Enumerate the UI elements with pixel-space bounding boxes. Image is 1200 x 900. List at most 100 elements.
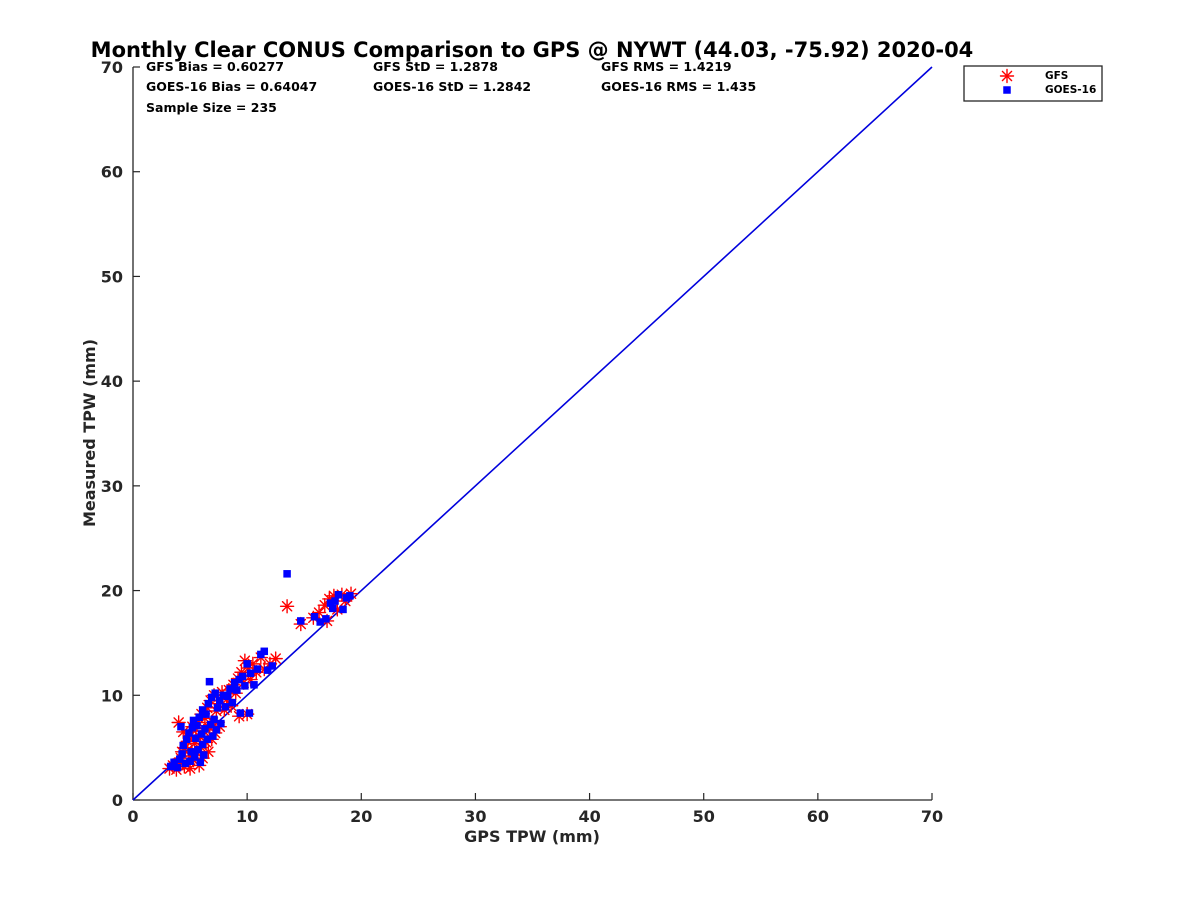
goes-std-text: GOES-16 StD = 1.2842 xyxy=(373,79,531,94)
goes16-point-55 xyxy=(263,666,272,674)
reference-line xyxy=(132,66,933,801)
goes16-point-60 xyxy=(310,613,319,621)
x-tick-label-0: 0 xyxy=(127,807,138,826)
goes16-point-48 xyxy=(243,660,251,668)
goes16-point-40 xyxy=(226,685,234,693)
legend-gfs-symbol xyxy=(999,68,1015,84)
y-tick-label-0: 0 xyxy=(112,791,123,810)
y-tick-label-7: 70 xyxy=(101,58,123,77)
goes16-point-41 xyxy=(228,698,237,707)
stats-annotations: GFS Bias = 0.60277 GFS StD = 1.2878 GFS … xyxy=(146,59,756,115)
goes16-point-13 xyxy=(190,753,199,761)
x-tick-label-3: 30 xyxy=(464,807,486,826)
goes16-point-59 xyxy=(297,617,305,625)
goes16-point-61 xyxy=(316,618,324,626)
goes16-point-5 xyxy=(179,741,187,750)
goes16-point-24 xyxy=(202,710,210,718)
goes16-point-62 xyxy=(322,615,330,623)
y-tick-label-5: 50 xyxy=(101,267,123,286)
goes16-point-52 xyxy=(253,665,262,673)
goes16-point-30 xyxy=(209,732,217,740)
goes16-point-57 xyxy=(177,722,185,731)
goes16-point-46 xyxy=(238,672,247,681)
gfs-bias-text: GFS Bias = 0.60277 xyxy=(146,59,284,74)
goes16-point-16 xyxy=(194,745,202,754)
goes16-point-19 xyxy=(197,730,206,738)
goes16-point-14 xyxy=(192,734,200,742)
chart-title: Monthly Clear CONUS Comparison to GPS @ … xyxy=(91,38,974,62)
goes-rms-text: GOES-16 RMS = 1.435 xyxy=(601,79,756,94)
tick-marks: 0 10 20 30 40 50 60 70 0 10 20 30 40 50 60 70 xyxy=(101,58,943,826)
goes16-point-50 xyxy=(246,669,255,678)
goes16-point-18 xyxy=(196,758,205,767)
goes16-point-21 xyxy=(198,706,207,714)
goes16-point-49 xyxy=(245,709,254,717)
goes16-point-28 xyxy=(206,720,215,729)
y-tick-label-1: 10 xyxy=(101,686,123,705)
legend-box xyxy=(963,65,1103,102)
goes16-point-1 xyxy=(170,758,178,767)
goes16-point-69 xyxy=(329,604,337,613)
goes16-point-26 xyxy=(204,699,213,708)
gfs-point-60 xyxy=(279,599,295,614)
goes16-point-64 xyxy=(331,597,339,605)
x-tick-label-1: 10 xyxy=(236,807,258,826)
sample-size-text: Sample Size = 235 xyxy=(146,100,277,115)
goes16-point-51 xyxy=(250,681,258,689)
goes16-point-3 xyxy=(176,755,184,763)
goes16-point-63 xyxy=(326,599,335,607)
gfs-std-text: GFS StD = 1.2878 xyxy=(373,59,498,74)
gfs-rms-text: GFS RMS = 1.4219 xyxy=(601,59,732,74)
goes16-point-33 xyxy=(212,726,221,734)
one-to-one-line xyxy=(132,66,933,801)
goes16-point-42 xyxy=(230,678,239,687)
legend-goes16-label: GOES-16 xyxy=(1045,84,1096,96)
x-tick-label-2: 20 xyxy=(350,807,372,826)
goes16-point-2 xyxy=(173,763,182,772)
goes16-point-12 xyxy=(189,716,198,725)
y-tick-label-3: 30 xyxy=(101,477,123,496)
x-axis-label: GPS TPW (mm) xyxy=(464,827,600,846)
goes16-point-32 xyxy=(211,689,219,697)
goes16-point-35 xyxy=(215,696,224,705)
goes16-point-11 xyxy=(188,723,197,732)
goes16-point-45 xyxy=(236,709,245,717)
goes16-point-7 xyxy=(182,735,191,744)
goes16-point-39 xyxy=(223,692,232,701)
goes16-point-4 xyxy=(178,750,186,758)
y-tick-label-6: 60 xyxy=(101,163,123,182)
goes16-point-31 xyxy=(210,715,218,724)
legend: GFS GOES-16 xyxy=(963,65,1103,102)
y-axis-label: Measured TPW (mm) xyxy=(80,339,99,527)
y-tick-label-4: 40 xyxy=(101,372,123,391)
goes16-point-54 xyxy=(260,647,269,656)
goes16-point-8 xyxy=(185,729,193,737)
goes16-point-6 xyxy=(181,759,190,768)
y-tick-label-2: 20 xyxy=(101,582,123,601)
goes16-point-15 xyxy=(193,721,201,730)
goes16-point-29 xyxy=(208,693,216,702)
plot-axes xyxy=(132,67,932,801)
goes16-point-17 xyxy=(195,713,203,722)
goes16-point-58 xyxy=(283,570,291,578)
legend-gfs-marker xyxy=(999,68,1015,84)
x-tick-label-7: 70 xyxy=(921,807,943,826)
goes16-point-10 xyxy=(187,748,195,756)
goes16-point-27 xyxy=(205,677,214,686)
goes16-point-25 xyxy=(203,735,211,744)
goes16-point-37 xyxy=(219,691,227,700)
goes16-point-36 xyxy=(217,719,225,728)
goes16-point-56 xyxy=(268,662,277,670)
x-tick-label-5: 50 xyxy=(693,807,715,826)
goes16-point-65 xyxy=(334,591,343,599)
goes16-point-20 xyxy=(198,740,207,749)
legend-goes16-symbol xyxy=(1003,86,1011,94)
goes16-point-68 xyxy=(346,592,354,600)
x-tick-label-6: 60 xyxy=(807,807,829,826)
goes16-series xyxy=(166,570,354,772)
goes16-point-47 xyxy=(241,682,249,690)
goes16-point-43 xyxy=(233,686,241,694)
goes16-point-34 xyxy=(213,704,222,712)
goes16-point-9 xyxy=(186,757,194,766)
